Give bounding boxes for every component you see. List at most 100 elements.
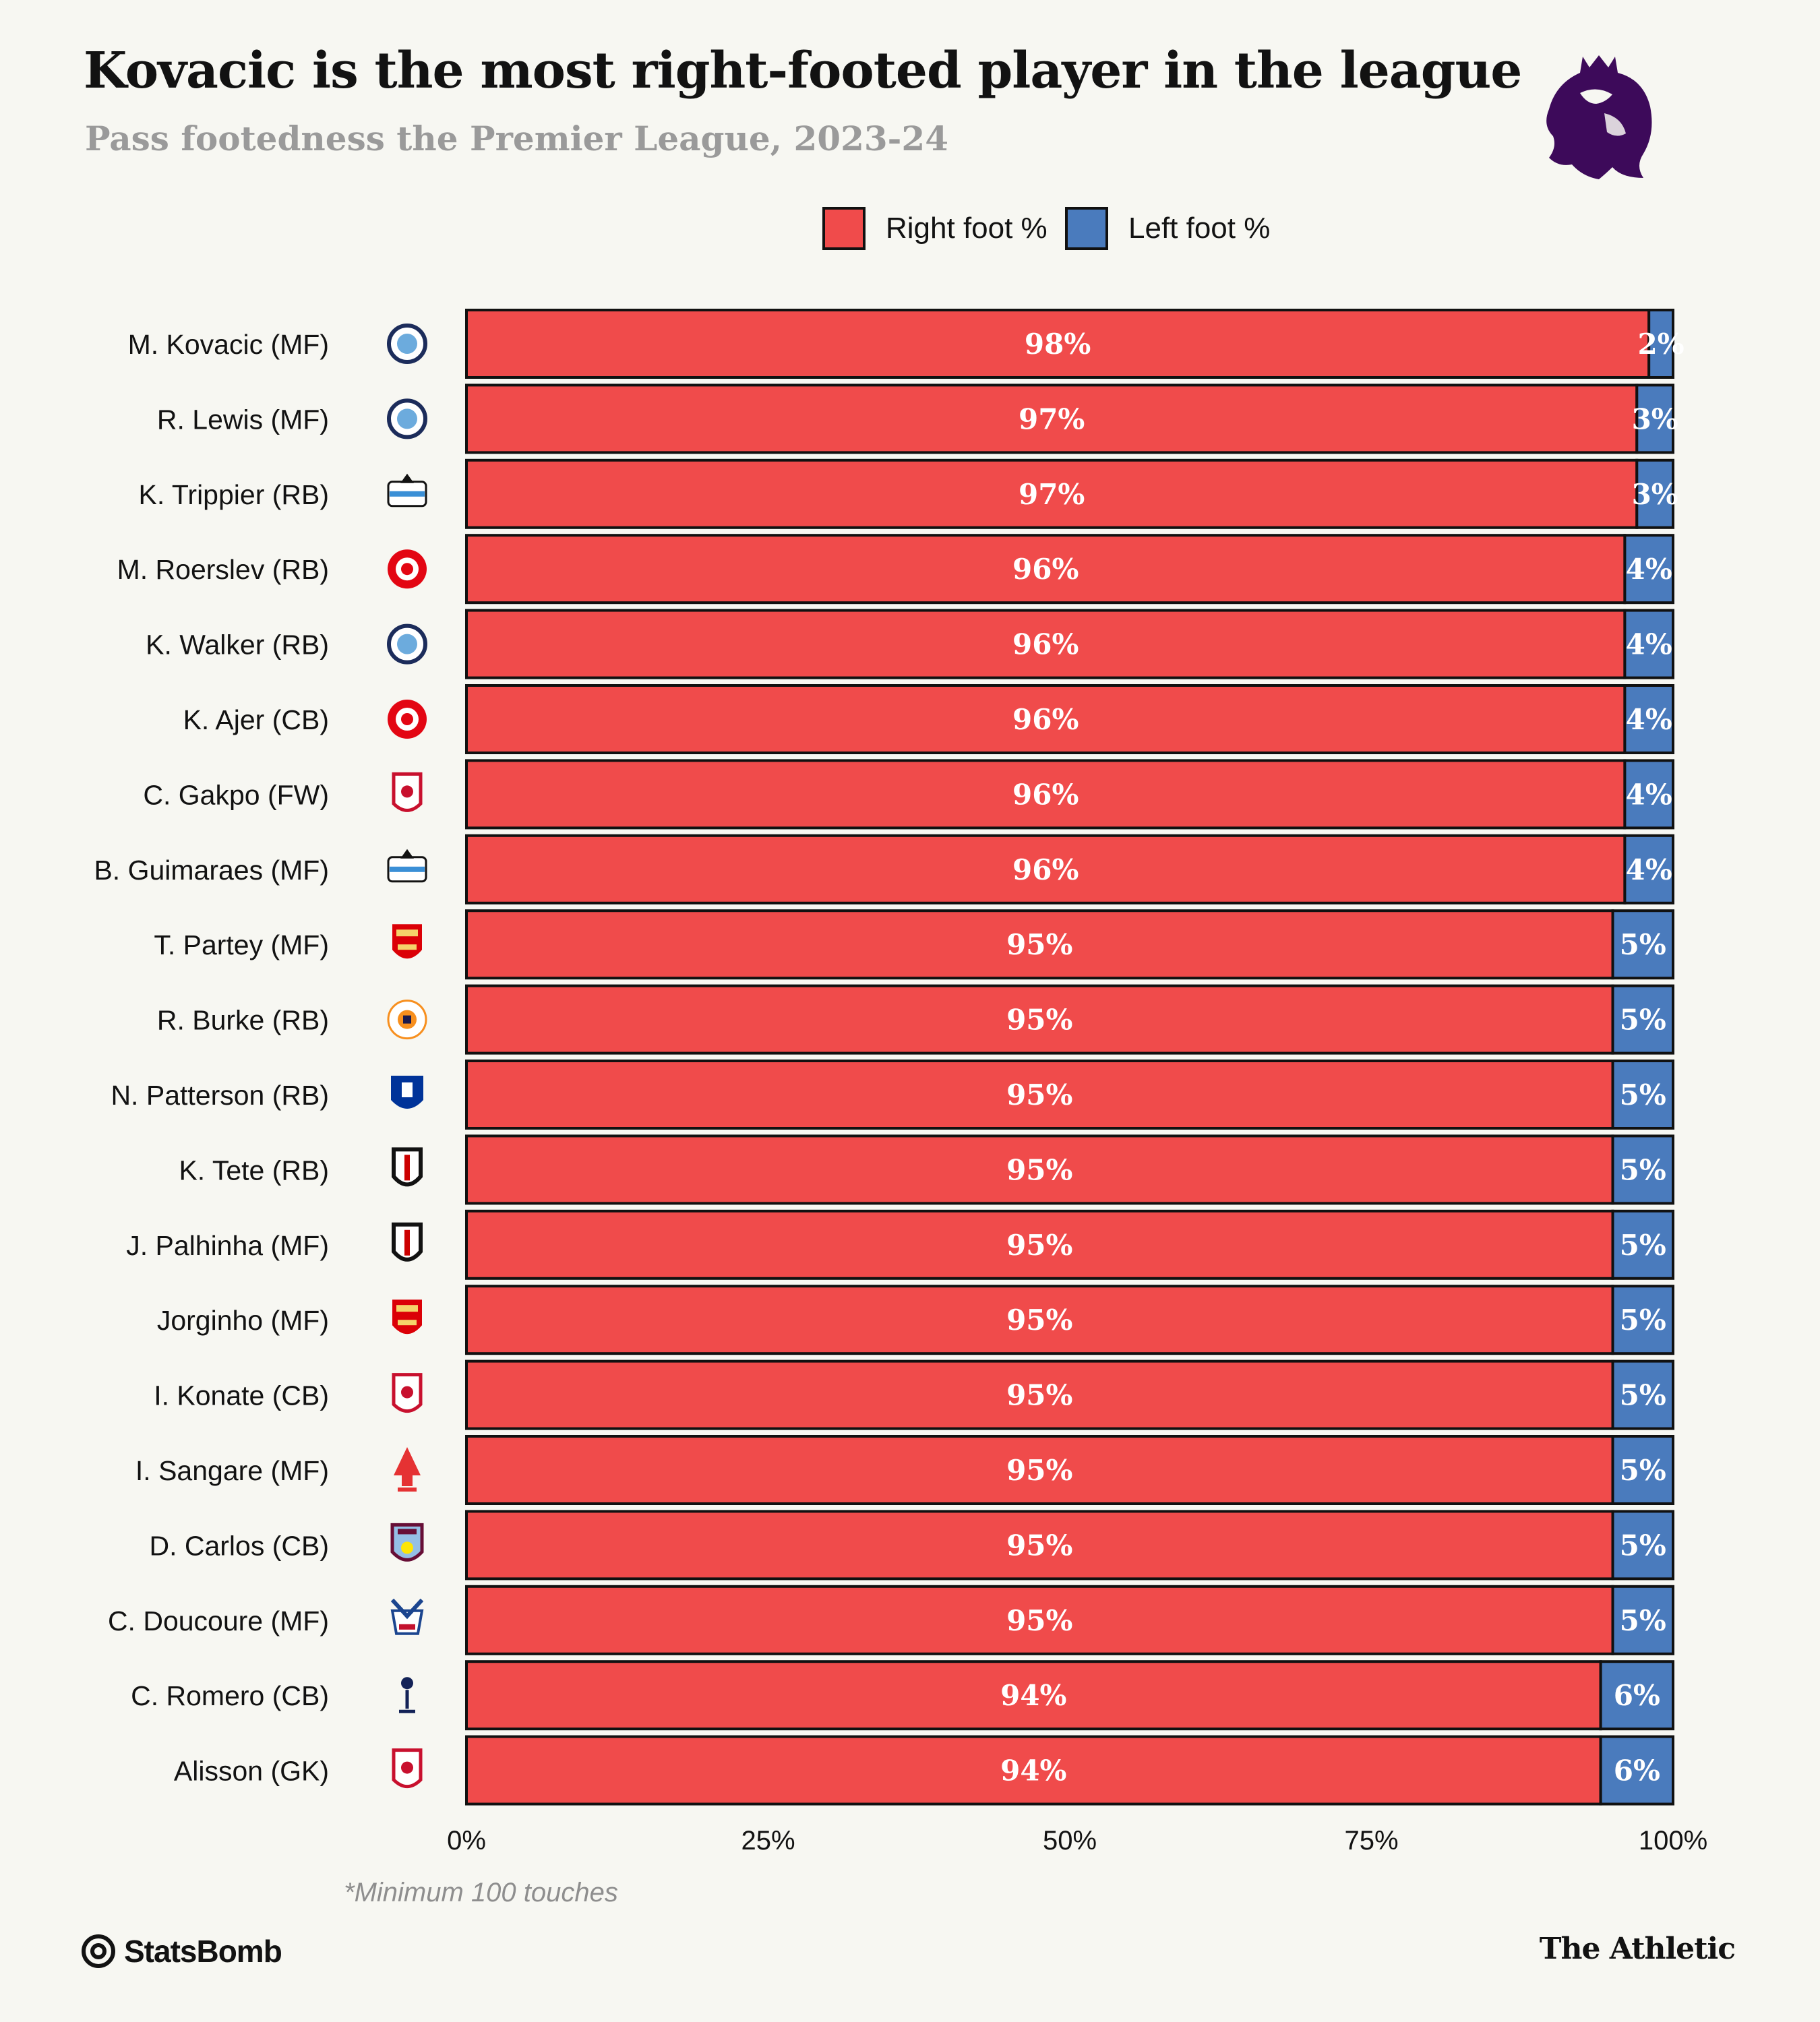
player-label: B. Guimaraes (MF) bbox=[94, 855, 329, 886]
tottenham-badge-cockerel bbox=[399, 1690, 415, 1713]
legend-right-label: Right foot % bbox=[886, 212, 1048, 245]
left-foot-bar bbox=[1623, 759, 1674, 830]
left-foot-value-label: 5% bbox=[1620, 1379, 1666, 1412]
right-foot-bar bbox=[465, 1359, 1614, 1430]
right-foot-bar bbox=[465, 1510, 1614, 1581]
right-foot-bar bbox=[465, 984, 1614, 1055]
player-label: T. Partey (MF) bbox=[154, 929, 329, 960]
statsbomb-label: StatsBomb bbox=[124, 1934, 282, 1969]
crystal-palace-badge-eagle bbox=[390, 1598, 424, 1620]
left-foot-value-label: 5% bbox=[1620, 1229, 1666, 1262]
fulham-badge-stripe bbox=[404, 1155, 410, 1181]
left-foot-bar bbox=[1635, 458, 1675, 529]
statsbomb-brand: StatsBomb bbox=[81, 1933, 282, 1969]
right-foot-value-label: 98% bbox=[1025, 328, 1091, 361]
left-foot-value-label: 2% bbox=[1638, 328, 1685, 361]
newcastle-badge-wave bbox=[390, 866, 425, 872]
right-foot-value-label: 95% bbox=[1006, 1604, 1072, 1637]
man-city-badge-inner bbox=[397, 634, 417, 654]
left-foot-bar bbox=[1611, 1510, 1674, 1581]
legend-left-swatch bbox=[1065, 207, 1108, 250]
left-foot-bar bbox=[1623, 684, 1674, 754]
arsenal-badge-banner bbox=[396, 1305, 418, 1312]
left-foot-value-label: 5% bbox=[1620, 1304, 1666, 1337]
right-foot-value-label: 95% bbox=[1006, 1004, 1072, 1037]
newcastle-badge-castle bbox=[400, 849, 414, 859]
right-foot-bar bbox=[465, 609, 1627, 679]
brentford-badge-bee bbox=[401, 563, 413, 576]
right-foot-value-label: 94% bbox=[1000, 1679, 1066, 1712]
right-foot-value-label: 97% bbox=[1019, 478, 1085, 511]
legend-left-label: Left foot % bbox=[1128, 212, 1271, 245]
left-foot-bar bbox=[1635, 384, 1675, 454]
player-label: Alisson (GK) bbox=[174, 1756, 329, 1787]
left-foot-bar bbox=[1599, 1660, 1675, 1731]
player-label: K. Trippier (RB) bbox=[139, 479, 330, 510]
right-foot-value-label: 95% bbox=[1006, 1529, 1072, 1562]
left-foot-value-label: 4% bbox=[1626, 853, 1672, 886]
player-label: M. Roerslev (RB) bbox=[117, 554, 329, 585]
left-foot-bar bbox=[1623, 534, 1674, 605]
left-foot-bar bbox=[1611, 1285, 1674, 1355]
x-axis-tick-label: 25% bbox=[741, 1826, 795, 1856]
right-foot-value-label: 95% bbox=[1006, 1078, 1072, 1111]
right-foot-bar bbox=[465, 684, 1627, 754]
left-foot-bar bbox=[1623, 609, 1674, 679]
man-city-badge-inner bbox=[397, 408, 417, 429]
premier-league-lion-icon bbox=[1546, 55, 1652, 179]
right-foot-bar bbox=[465, 1134, 1614, 1205]
left-foot-value-label: 5% bbox=[1620, 1604, 1666, 1637]
right-foot-bar bbox=[465, 309, 1651, 379]
right-foot-bar bbox=[465, 759, 1627, 830]
stacked-bar-chart: M. Kovacic (MF) 98% 2% R. Lewis (MF) 97% 3% K.… bbox=[94, 309, 1707, 1856]
right-foot-bar bbox=[465, 834, 1627, 905]
left-foot-value-label: 4% bbox=[1626, 703, 1672, 736]
player-label: C. Romero (CB) bbox=[131, 1680, 329, 1711]
left-foot-bar bbox=[1611, 984, 1674, 1055]
liverpool-badge-liverbird bbox=[401, 1386, 413, 1399]
x-axis-tick-label: 0% bbox=[447, 1826, 486, 1856]
legend-right-swatch bbox=[822, 207, 866, 250]
right-foot-value-label: 96% bbox=[1012, 703, 1079, 736]
right-foot-bar bbox=[465, 384, 1639, 454]
x-axis-tick-label: 50% bbox=[1043, 1826, 1097, 1856]
player-label: M. Kovacic (MF) bbox=[128, 329, 329, 360]
player-label: D. Carlos (CB) bbox=[149, 1530, 329, 1561]
left-foot-value-label: 5% bbox=[1620, 1078, 1666, 1111]
legend-left: Left foot % bbox=[1065, 205, 1270, 252]
x-axis-tick-label: 75% bbox=[1344, 1826, 1398, 1856]
right-foot-bar bbox=[465, 1660, 1602, 1731]
crystal-palace-badge-band bbox=[399, 1624, 415, 1630]
arsenal-badge-cannon bbox=[398, 944, 417, 950]
arsenal-badge-banner bbox=[396, 929, 418, 937]
player-label: I. Sangare (MF) bbox=[135, 1455, 329, 1486]
forest-badge-icon bbox=[394, 1447, 421, 1486]
player-label: N. Patterson (RB) bbox=[111, 1080, 329, 1111]
right-foot-value-label: 95% bbox=[1006, 1153, 1072, 1186]
luton-badge-hat bbox=[403, 1015, 411, 1024]
right-foot-value-label: 95% bbox=[1006, 1229, 1072, 1262]
man-city-badge-inner bbox=[397, 334, 417, 354]
player-label: K. Ajer (CB) bbox=[183, 704, 329, 735]
player-label: R. Lewis (MF) bbox=[157, 404, 329, 435]
tottenham-badge-icon bbox=[401, 1677, 413, 1690]
left-foot-value-label: 6% bbox=[1614, 1679, 1660, 1712]
right-foot-value-label: 95% bbox=[1006, 928, 1072, 961]
left-foot-value-label: 4% bbox=[1626, 553, 1672, 586]
arsenal-badge-icon bbox=[392, 1299, 422, 1335]
liverpool-badge-liverbird bbox=[401, 785, 413, 798]
right-foot-value-label: 94% bbox=[1000, 1754, 1066, 1787]
right-foot-bar bbox=[465, 1209, 1614, 1280]
aston-villa-badge-lion bbox=[401, 1541, 413, 1554]
left-foot-value-label: 5% bbox=[1620, 1454, 1666, 1487]
arsenal-badge-icon bbox=[392, 924, 422, 959]
footnote: *Minimum 100 touches bbox=[344, 1878, 618, 1907]
left-foot-value-label: 5% bbox=[1620, 928, 1666, 961]
player-label: R. Burke (RB) bbox=[157, 1005, 329, 1036]
the-athletic-brand: The Athletic bbox=[1539, 1932, 1736, 1966]
player-label: C. Doucoure (MF) bbox=[108, 1605, 329, 1636]
chart-subtitle: Pass footedness the Premier League, 2023… bbox=[85, 119, 948, 158]
right-foot-value-label: 97% bbox=[1019, 402, 1085, 435]
left-foot-value-label: 5% bbox=[1620, 1004, 1666, 1037]
left-foot-bar bbox=[1611, 909, 1674, 980]
